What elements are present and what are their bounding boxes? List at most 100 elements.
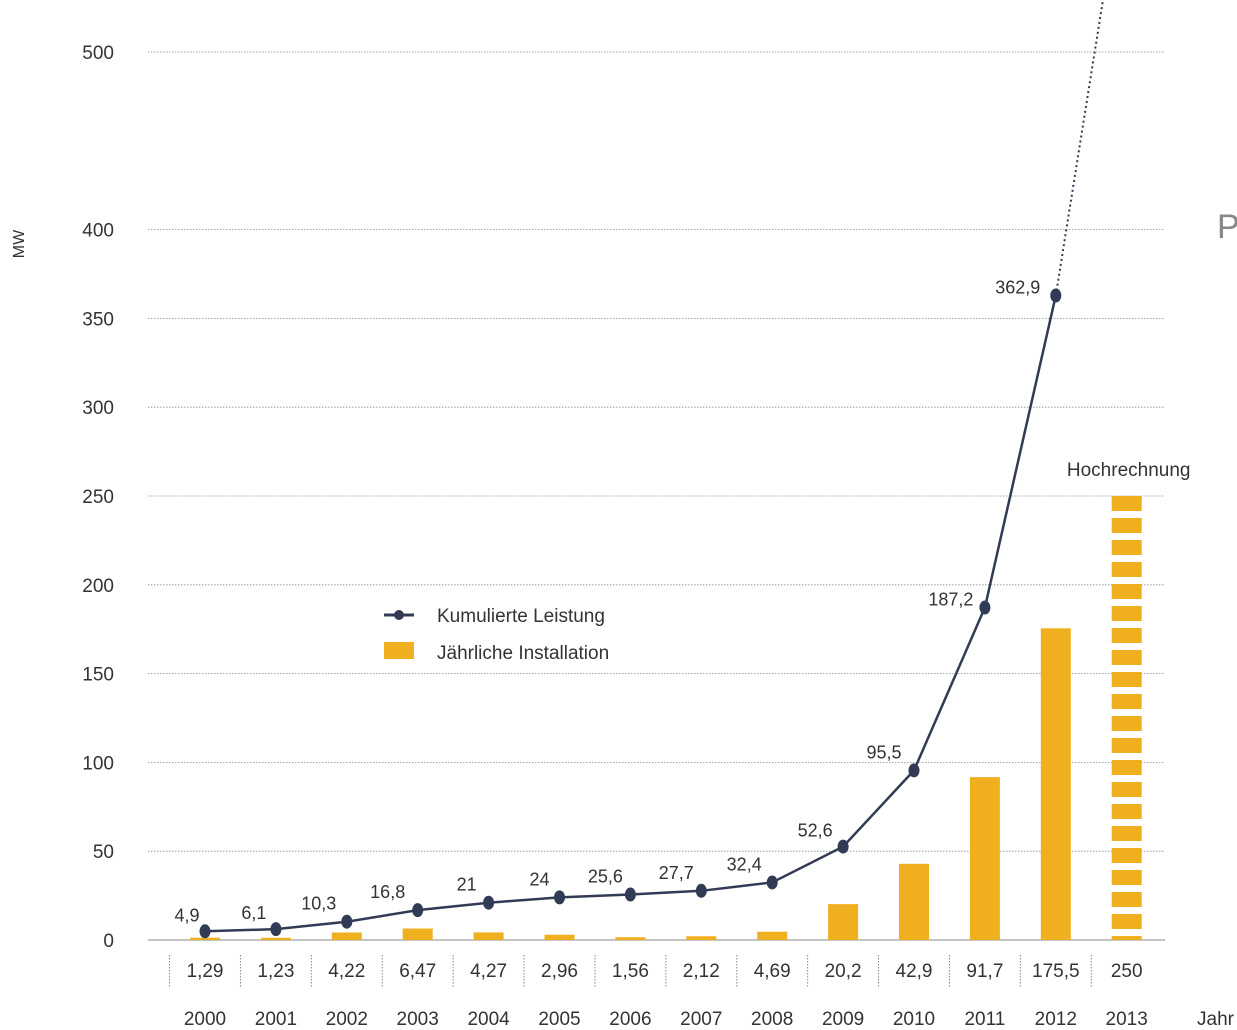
bar-segment: [1111, 760, 1142, 775]
line-point: [908, 763, 920, 778]
y-tick-label: 150: [82, 665, 114, 686]
y-tick-label: 500: [82, 43, 114, 64]
line-point-label: 6,1: [241, 903, 266, 923]
x-tick-label: 2013: [1106, 1009, 1148, 1030]
legend-bar-swatch: [384, 642, 414, 659]
bar-segment: [1111, 650, 1142, 665]
line-point-label: 32,4: [727, 854, 762, 874]
line-point-label: 25,6: [588, 867, 623, 887]
bar: [686, 936, 717, 940]
line-path: [204, 295, 1058, 933]
table-value: 4,22: [328, 961, 365, 982]
bar: [615, 937, 646, 940]
table-value: 4,27: [470, 961, 507, 982]
bar: [969, 777, 1000, 940]
bar: [190, 937, 220, 940]
bar-segment: [1111, 892, 1142, 907]
legend-line-marker: [394, 610, 404, 620]
x-axis-ticks: 2000 2001 2002 2003 2004 2005 2006 2007 2008 2009…: [184, 1009, 1148, 1030]
line-point-label: 362,9: [995, 277, 1040, 297]
x-tick-label: 2010: [893, 1009, 935, 1030]
x-tick-label: 2001: [255, 1009, 297, 1030]
line-point: [624, 887, 636, 902]
bar: [828, 904, 859, 940]
value-table: 1,29 1,23 4,22 6,47 4,27 2,96 1,56 2,12 4,69 20,2…: [169, 955, 1143, 988]
bar-projected: [1111, 496, 1142, 940]
x-tick-label: 2004: [467, 1009, 510, 1030]
line-point-label: 16,8: [370, 882, 405, 902]
bar-series: [190, 496, 1142, 940]
x-tick-label: 2012: [1035, 1009, 1077, 1030]
bar-segment: [1111, 540, 1142, 555]
legend-label-cumulative: Kumulierte Leistung: [437, 606, 605, 627]
cutoff-text: P: [1217, 208, 1237, 246]
line-series: [199, 0, 1104, 939]
bar-segment: [1111, 826, 1142, 841]
bar-segment: [1111, 716, 1142, 731]
bar: [473, 932, 504, 940]
bar: [402, 928, 433, 940]
line-point: [766, 875, 778, 890]
line-point: [270, 922, 282, 937]
bar: [331, 932, 362, 940]
table-value: 1,29: [187, 961, 224, 982]
bar-segment: [1111, 518, 1142, 533]
line-point: [412, 903, 424, 918]
bar-segment: [1111, 782, 1142, 797]
line-point: [837, 839, 849, 854]
line-point: [554, 890, 565, 905]
line-point: [483, 895, 495, 910]
bar-segment: [1111, 848, 1142, 863]
table-value: 2,12: [683, 961, 720, 982]
line-point-label: 187,2: [928, 590, 973, 610]
line-point: [1050, 288, 1062, 303]
legend-label-annual: Jährliche Installation: [437, 643, 609, 664]
bar: [1040, 628, 1071, 940]
line-point-label: 52,6: [798, 821, 833, 841]
bar-segment: [1111, 936, 1142, 940]
table-value: 250: [1111, 961, 1143, 982]
table-value: 2,96: [541, 961, 578, 982]
table-value: 6,47: [399, 961, 436, 982]
y-tick-label: 200: [82, 576, 114, 597]
table-value: 4,69: [754, 961, 791, 982]
line-point-label: 95,5: [866, 742, 901, 762]
line-point-label: 4,9: [174, 905, 199, 925]
y-tick-label: 350: [82, 309, 114, 330]
x-axis-label: Jahr: [1197, 1009, 1235, 1030]
y-axis-label: MW: [11, 229, 28, 258]
x-tick-label: 2009: [822, 1009, 864, 1030]
x-tick-label: 2007: [680, 1009, 722, 1030]
y-axis-ticks: 050100150200250300350400500600: [82, 43, 114, 952]
y-tick-label: 300: [82, 398, 114, 419]
bar-segment: [1111, 606, 1142, 621]
x-tick-label: 2005: [538, 1009, 580, 1030]
line-projected: [1054, 0, 1104, 296]
bar-segment: [1111, 738, 1142, 753]
table-value: 175,5: [1032, 961, 1080, 982]
point-labels: 4,9 6,1 10,3 16,8 21 24 25,6 27,7 32,4 52,6 95,5 18…: [174, 277, 1040, 925]
projection-annotation: Hochrechnung: [1067, 460, 1191, 481]
y-tick-label: 100: [82, 753, 114, 774]
bar: [757, 931, 788, 940]
line-point: [979, 600, 991, 615]
y-tick-label: 0: [103, 931, 114, 952]
x-tick-label: 2008: [751, 1009, 793, 1030]
line-point: [199, 924, 211, 939]
x-tick-label: 2003: [397, 1009, 439, 1030]
x-tick-label: 2000: [184, 1009, 226, 1030]
line-point-label: 24: [529, 869, 549, 889]
bar: [260, 937, 291, 940]
line-point-label: 21: [457, 875, 477, 895]
legend: Kumulierte Leistung Jährliche Installati…: [384, 606, 609, 664]
bar-segment: [1111, 914, 1142, 929]
bar-segment: [1111, 496, 1142, 511]
line-point-label: 27,7: [659, 863, 694, 883]
table-value: 1,23: [257, 961, 294, 982]
table-value: 91,7: [966, 961, 1003, 982]
bar-segment: [1111, 804, 1142, 819]
bar-segment: [1111, 628, 1142, 643]
table-value: 1,56: [612, 961, 649, 982]
line-point: [695, 883, 707, 898]
